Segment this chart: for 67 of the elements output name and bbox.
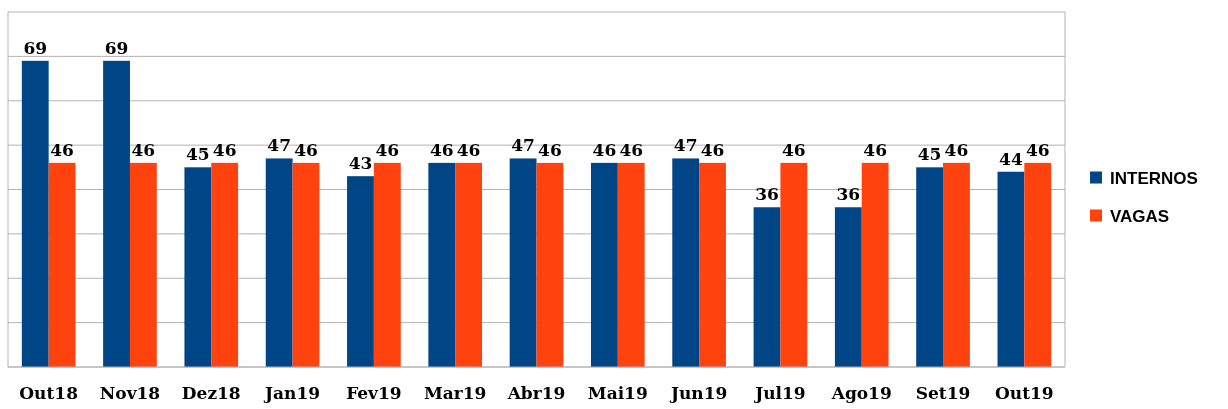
data-label: 46: [592, 139, 617, 160]
data-label: 44: [999, 148, 1023, 169]
bar: [943, 162, 970, 367]
data-label: 46: [619, 139, 644, 160]
data-label: 46: [456, 139, 481, 160]
x-tick-label: Mai19: [587, 383, 648, 403]
data-label: 46: [700, 139, 725, 160]
bar: [103, 60, 130, 367]
x-tick-label: Dez18: [181, 383, 241, 403]
data-label: 46: [1025, 139, 1050, 160]
bar: [834, 207, 862, 367]
x-tick-label: Nov18: [99, 383, 161, 403]
bar: [211, 162, 239, 367]
data-label: 45: [917, 144, 942, 165]
bar: [428, 162, 456, 367]
data-label: 46: [944, 139, 969, 160]
bar: [1024, 162, 1052, 367]
bar: [21, 60, 49, 367]
data-label: 46: [294, 139, 318, 160]
data-label: 46: [782, 139, 806, 160]
bar: [48, 162, 76, 367]
bar: [347, 176, 374, 367]
data-label: 47: [673, 135, 698, 156]
bar: [997, 171, 1025, 367]
data-label: 47: [267, 135, 291, 156]
x-tick-label: Jan19: [263, 383, 321, 403]
data-label: 47: [511, 135, 535, 156]
bar: [617, 162, 645, 367]
x-tick-label: Mar19: [423, 383, 487, 403]
x-tick-label: Out18: [19, 383, 78, 403]
bar: [292, 162, 320, 367]
bar: [536, 162, 564, 367]
bar: [373, 162, 401, 367]
bar: [753, 207, 781, 367]
data-label: 45: [186, 144, 210, 165]
data-label: 46: [212, 139, 237, 160]
x-tick-label: Abr19: [506, 383, 566, 403]
data-label: 43: [348, 153, 373, 174]
bar: [455, 162, 483, 367]
x-tick-label: Out19: [995, 383, 1054, 403]
x-tick-label: Jun19: [668, 383, 728, 403]
bar: [861, 162, 889, 367]
data-label: 46: [131, 139, 156, 160]
data-label: 36: [755, 184, 779, 205]
bar: [780, 162, 808, 367]
data-label: 46: [50, 139, 74, 160]
data-label: 36: [836, 184, 861, 205]
bar: [916, 167, 944, 367]
legend-label: INTERNOS: [1110, 168, 1198, 188]
x-tick-label: Jul19: [753, 383, 806, 403]
data-label: 69: [104, 37, 129, 58]
bar: [129, 162, 157, 367]
bar: [265, 158, 293, 367]
data-label: 46: [863, 139, 887, 160]
x-tick-label: Set19: [915, 383, 971, 403]
data-label: 69: [23, 37, 48, 58]
bar: [184, 167, 212, 367]
bar: [672, 158, 700, 367]
data-label: 46: [429, 139, 454, 160]
x-tick-label: Fev19: [346, 383, 402, 403]
data-label: 46: [375, 139, 400, 160]
x-tick-label: Ago19: [830, 383, 892, 403]
bar: [590, 162, 618, 367]
bar: [509, 158, 537, 367]
data-label: 46: [538, 139, 562, 160]
bar: [699, 162, 726, 367]
legend-label: VAGAS: [1110, 206, 1170, 226]
